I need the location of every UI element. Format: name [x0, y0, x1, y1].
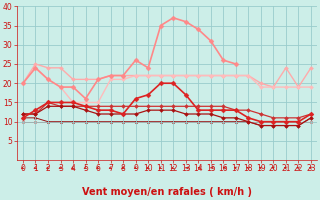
X-axis label: Vent moyen/en rafales ( km/h ): Vent moyen/en rafales ( km/h ) [82, 187, 252, 197]
